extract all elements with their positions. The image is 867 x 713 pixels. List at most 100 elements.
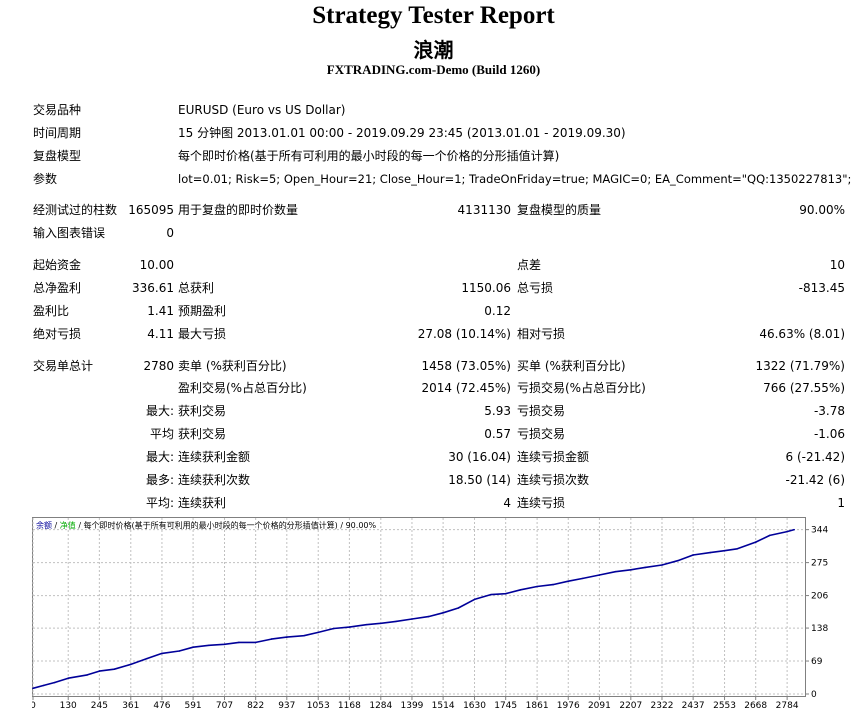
series-point bbox=[754, 541, 757, 543]
bars-label: 经测试过的柱数 bbox=[33, 203, 118, 217]
model-value: 每个即时价格(基于所有可利用的最小时段的每一个价格的分形插值计算) bbox=[178, 149, 560, 163]
maximal-consecutive-loss-label: 连续亏损次数 bbox=[517, 473, 590, 487]
x-tick-label: 591 bbox=[184, 701, 201, 711]
absolute-drawdown-value: 4.11 bbox=[147, 327, 174, 341]
y-axis-ticks: 0 69 138 206 275 344 bbox=[805, 526, 828, 700]
x-tick-label: 822 bbox=[247, 701, 264, 711]
total-trades-value: 2780 bbox=[143, 359, 174, 373]
x-tick-label: 1630 bbox=[463, 701, 486, 711]
plot-frame bbox=[32, 517, 806, 697]
loss-trades-label: 亏损交易(%占总百分比) bbox=[517, 381, 646, 395]
report-title: Strategy Tester Report bbox=[312, 2, 555, 29]
x-tick-label: 361 bbox=[122, 701, 139, 711]
series-point bbox=[223, 643, 226, 646]
maximal-consecutive-profit-label: 连续获利次数 bbox=[178, 473, 251, 487]
x-tick-label: 1399 bbox=[401, 701, 424, 711]
x-tick-label: 1514 bbox=[432, 701, 455, 711]
series-point bbox=[661, 564, 663, 566]
series-point bbox=[489, 593, 492, 596]
x-tick-label: 2437 bbox=[682, 701, 705, 711]
series-point bbox=[98, 670, 101, 672]
series-point bbox=[411, 618, 413, 620]
maximal-drawdown-value: 27.08 (10.14%) bbox=[417, 327, 511, 341]
x-tick-label: 937 bbox=[278, 701, 295, 711]
relative-drawdown-value: 46.63% (8.01) bbox=[759, 327, 845, 341]
series-point bbox=[614, 570, 617, 573]
series-point bbox=[365, 623, 367, 626]
series-point bbox=[709, 551, 711, 554]
params-label: 参数 bbox=[33, 172, 58, 186]
x-tick-label: 1745 bbox=[494, 701, 517, 711]
x-tick-label: 1168 bbox=[338, 701, 361, 711]
average-loss-label: 亏损交易 bbox=[517, 427, 566, 441]
series-point bbox=[582, 577, 584, 580]
series-point bbox=[676, 559, 679, 562]
series-point bbox=[145, 657, 148, 660]
series-point bbox=[129, 663, 132, 666]
x-tick-label: 2322 bbox=[651, 701, 674, 711]
short-positions-value: 1458 (73.05%) bbox=[421, 359, 511, 373]
avg-consecutive-losses-label: 连续亏损 bbox=[517, 496, 566, 510]
series-point bbox=[442, 611, 444, 614]
long-positions-label: 买单 (%获利百分比) bbox=[517, 359, 626, 373]
x-tick-label: 2207 bbox=[619, 701, 642, 711]
legend-equity: 净值 bbox=[60, 520, 76, 530]
chart-legend: 余额 / 净值 / 每个即时价格(基于所有可利用的最小时段的每一个价格的分形插值… bbox=[36, 520, 376, 530]
report-subtitle: 浪潮 bbox=[413, 38, 454, 62]
ticks-label: 用于复盘的即时价数量 bbox=[178, 203, 299, 217]
series-point bbox=[192, 646, 194, 648]
series-point bbox=[552, 583, 554, 586]
series-point bbox=[254, 641, 257, 644]
net-profit-value: 336.61 bbox=[132, 281, 174, 295]
max-consecutive-losses-value: 6 (-21.42) bbox=[785, 450, 846, 464]
series-point bbox=[332, 627, 335, 630]
series-point bbox=[113, 668, 116, 670]
avg-prefix: 平均: bbox=[145, 496, 174, 510]
params-value: lot=0.01; Risk=5; Open_Hour=21; Close_Ho… bbox=[178, 172, 852, 186]
x-tick-label: 1053 bbox=[307, 701, 330, 711]
x-tick-label: 2784 bbox=[776, 701, 799, 711]
x-tick-label: 1861 bbox=[526, 701, 549, 711]
x-tick-label: 707 bbox=[216, 701, 233, 711]
series-point bbox=[736, 547, 739, 550]
series-point bbox=[303, 634, 305, 637]
average-loss-value: -1.06 bbox=[813, 427, 845, 441]
series-point bbox=[208, 644, 210, 647]
legend-sep-1: / bbox=[52, 521, 60, 530]
relative-drawdown-label: 相对亏损 bbox=[517, 327, 566, 341]
max-consecutive-wins-value: 30 (16.04) bbox=[448, 450, 511, 464]
largest-profit-label: 获利交易 bbox=[178, 404, 227, 418]
largest-prefix: 最大: bbox=[145, 404, 174, 418]
series-point bbox=[67, 677, 70, 680]
series-point bbox=[786, 530, 788, 533]
ticks-value: 4131130 bbox=[457, 203, 511, 217]
series-point bbox=[457, 607, 460, 609]
absolute-drawdown-label: 绝对亏损 bbox=[33, 327, 82, 341]
largest-loss-label: 亏损交易 bbox=[517, 404, 566, 418]
series-point bbox=[270, 638, 273, 640]
series-point bbox=[317, 631, 320, 634]
bars-value: 165095 bbox=[128, 203, 174, 217]
maximal-prefix: 最多: bbox=[145, 473, 174, 487]
maximal-drawdown-label: 最大亏损 bbox=[178, 327, 227, 341]
max-consecutive-losses-label: 连续亏损金额 bbox=[517, 450, 590, 464]
legend-sep-2: / bbox=[76, 521, 84, 530]
x-tick-label: 245 bbox=[91, 701, 108, 711]
spread-value: 10 bbox=[829, 258, 845, 272]
series-point bbox=[32, 687, 34, 690]
average-prefix: 平均 bbox=[149, 427, 174, 441]
expected-payoff-value: 0.12 bbox=[484, 304, 511, 318]
net-profit-label: 总净盈利 bbox=[33, 281, 82, 295]
errors-value: 0 bbox=[166, 226, 174, 240]
y-tick-label: 138 bbox=[811, 624, 828, 634]
series-point bbox=[473, 598, 476, 601]
grid-lines bbox=[32, 518, 805, 696]
y-tick-label: 275 bbox=[811, 559, 828, 569]
server-build: FXTRADING.com-Demo (Build 1260) bbox=[326, 62, 541, 77]
loss-trades-value: 766 (27.55%) bbox=[763, 381, 845, 395]
quality-label: 复盘模型的质量 bbox=[517, 203, 602, 217]
symbol-label: 交易品种 bbox=[33, 103, 82, 117]
y-tick-label: 344 bbox=[811, 526, 828, 536]
gross-profit-value: 1150.06 bbox=[461, 281, 511, 295]
maximal-consecutive-profit-value: 18.50 (14) bbox=[448, 473, 511, 487]
